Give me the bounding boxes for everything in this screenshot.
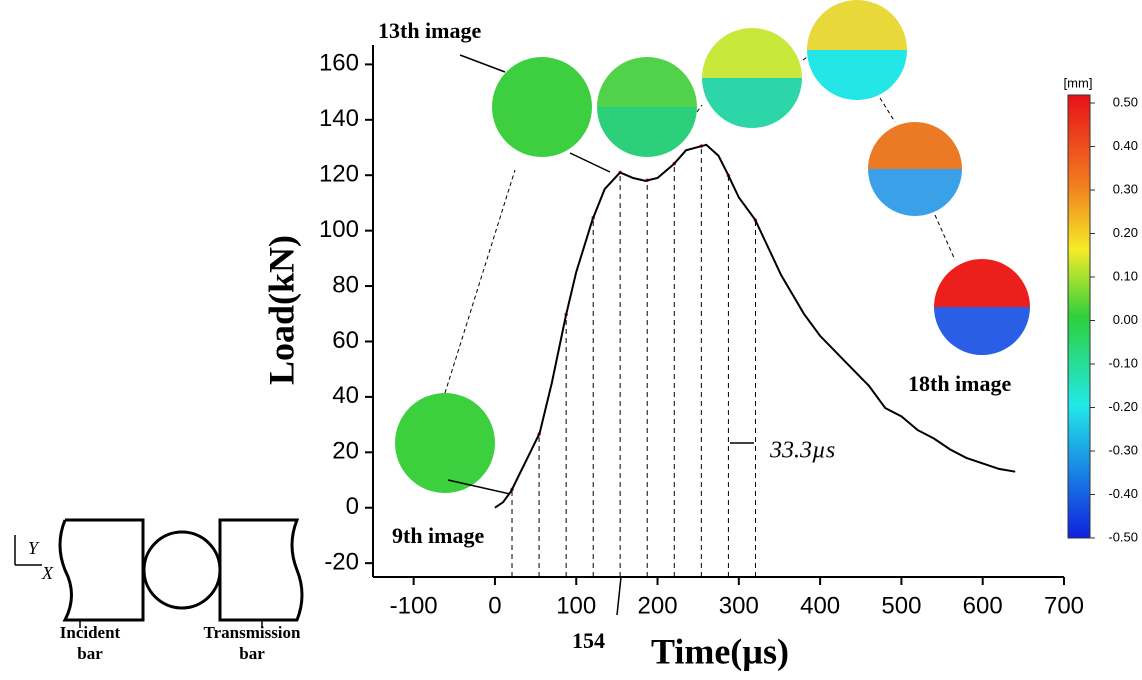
x-tick-label: 400 (800, 592, 840, 619)
colorbar-tick-label: 0.50 (1113, 94, 1138, 109)
y-axis-label: Load(kN) (261, 235, 301, 385)
diagram-label: bar (77, 644, 103, 663)
dic-top (934, 259, 1030, 307)
dic-bottom (868, 169, 962, 216)
dic-bottom (702, 78, 802, 128)
x-tick-label: 300 (719, 592, 759, 619)
colorbar-tick-label: 0.40 (1113, 138, 1138, 153)
colorbar-tick-label: -0.40 (1108, 486, 1138, 501)
colorbar-tick-label: 0.30 (1113, 181, 1138, 196)
y-tick-label: 100 (319, 216, 359, 243)
colorbar-tick-label: -0.50 (1108, 529, 1138, 544)
x-tick-label: 600 (963, 592, 1003, 619)
colorbar-tick-label: -0.10 (1108, 355, 1138, 370)
annotation: 13th image (378, 18, 482, 43)
annotation: 154 (572, 628, 605, 653)
dic-top (702, 28, 802, 78)
figure: 13th image 9th image 18th image 154 33.3… (0, 0, 1142, 675)
x-tick-label: 100 (556, 592, 596, 619)
dic-image (395, 393, 495, 493)
dic-top (492, 57, 592, 107)
connector (445, 170, 515, 393)
colorbar-tick-label: -0.30 (1108, 442, 1138, 457)
connector (935, 215, 955, 260)
diagram-label: bar (239, 644, 265, 663)
dic-bottom (597, 107, 697, 157)
colorbar-tick-label: 0.20 (1113, 225, 1138, 240)
dic-top (395, 393, 495, 443)
annotation: 18th image (908, 371, 1012, 396)
colorbar-unit: [mm] (1064, 75, 1093, 90)
y-tick-label: 140 (319, 105, 359, 132)
dic-image (807, 0, 907, 100)
dic-images (395, 0, 1030, 493)
colorbar-tick-label: 0.00 (1113, 312, 1138, 327)
x-tick-label: 0 (488, 592, 501, 619)
y-tick-label: 40 (332, 382, 359, 409)
dic-bottom (934, 307, 1030, 355)
y-tick-label: 0 (346, 493, 359, 520)
axis-mark: Y (28, 538, 40, 558)
connector (697, 105, 702, 112)
colorbar-tick-label: 0.10 (1113, 268, 1138, 283)
dic-image (868, 122, 962, 216)
diagram-label: Incident (60, 623, 121, 642)
y-tick-label: 120 (319, 161, 359, 188)
y-tick-label: 60 (332, 327, 359, 354)
diagram-label: Transmission (204, 623, 302, 642)
colorbar-tick-label: -0.20 (1108, 399, 1138, 414)
colorbar (1068, 95, 1090, 538)
dic-bottom (395, 443, 495, 493)
y-tick-label: -20 (324, 548, 359, 575)
x-tick-label: 700 (1044, 592, 1084, 619)
dic-image (597, 57, 697, 157)
arrows (448, 55, 754, 615)
dic-top (807, 0, 907, 50)
x-tick-label: 200 (638, 592, 678, 619)
dic-image (934, 259, 1030, 355)
x-tick-label: -100 (390, 592, 438, 619)
connector (880, 98, 895, 122)
dic-top (868, 122, 962, 169)
axis-mark: X (41, 563, 54, 583)
annotation: 9th image (392, 523, 485, 548)
y-tick-label: 160 (319, 50, 359, 77)
y-tick-label: 20 (332, 438, 359, 465)
x-tick-label: 500 (881, 592, 921, 619)
annotation: 33.3µs (769, 438, 835, 464)
dic-top (597, 57, 697, 107)
dic-image (702, 28, 802, 128)
y-tick-label: 80 (332, 271, 359, 298)
dic-image (492, 57, 592, 157)
dic-bottom (807, 50, 907, 100)
x-axis-label: Time(µs) (651, 631, 789, 671)
bar-diagram (15, 520, 302, 628)
dic-bottom (492, 107, 592, 157)
